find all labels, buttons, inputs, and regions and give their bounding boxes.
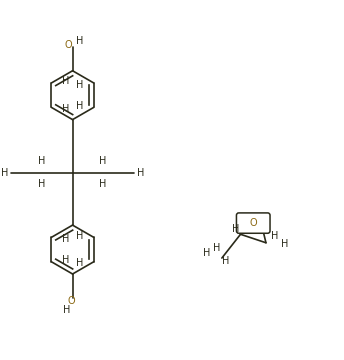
Text: H: H bbox=[99, 156, 107, 166]
Text: H: H bbox=[1, 167, 8, 177]
Text: H: H bbox=[203, 248, 210, 258]
Text: H: H bbox=[62, 234, 69, 244]
Text: H: H bbox=[232, 224, 239, 234]
Text: H: H bbox=[62, 76, 69, 86]
Text: H: H bbox=[38, 156, 46, 166]
Text: H: H bbox=[213, 243, 221, 253]
Text: H: H bbox=[281, 239, 289, 249]
Text: H: H bbox=[99, 179, 107, 189]
Text: H: H bbox=[62, 104, 69, 114]
Text: H: H bbox=[76, 231, 84, 240]
Text: H: H bbox=[63, 305, 70, 315]
Text: H: H bbox=[76, 258, 84, 269]
Text: O: O bbox=[67, 296, 75, 306]
Text: H: H bbox=[76, 36, 83, 46]
Text: H: H bbox=[137, 167, 144, 177]
Text: H: H bbox=[76, 101, 84, 111]
Text: H: H bbox=[62, 255, 69, 265]
Text: H: H bbox=[222, 256, 229, 266]
FancyBboxPatch shape bbox=[236, 213, 270, 233]
Text: H: H bbox=[271, 231, 278, 241]
Text: O: O bbox=[249, 218, 257, 228]
Text: H: H bbox=[76, 80, 84, 90]
Text: H: H bbox=[38, 179, 46, 189]
Text: O: O bbox=[65, 40, 72, 50]
